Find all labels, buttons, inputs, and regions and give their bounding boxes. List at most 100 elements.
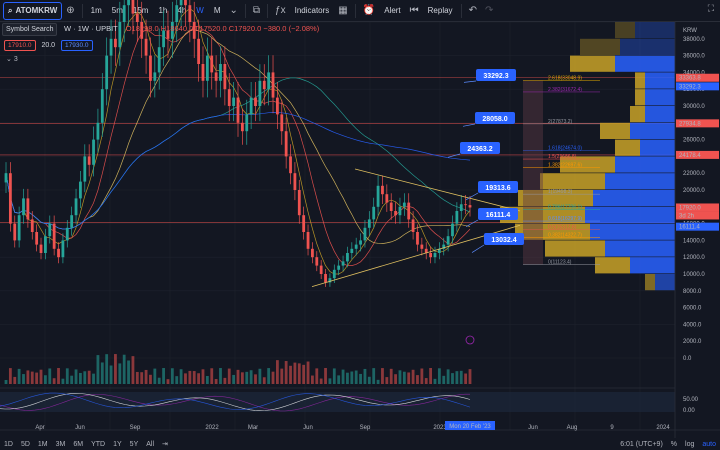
fib-label: 2.618(33048.9): [548, 75, 582, 81]
candle-body: [363, 227, 367, 241]
volume-bar: [337, 375, 341, 384]
volume-bar: [153, 368, 157, 384]
price-tag: [676, 73, 719, 82]
alert-icon[interactable]: ⏰: [362, 5, 376, 16]
candle-body: [420, 244, 424, 249]
range-5d[interactable]: 5D: [20, 440, 30, 448]
range-6m[interactable]: 6M: [73, 440, 84, 448]
price-tick: 14000.0: [683, 238, 705, 244]
indicators-icon[interactable]: ƒx: [275, 5, 286, 16]
volume-profile-row: [595, 257, 630, 274]
indicators-button[interactable]: Indicators: [294, 6, 330, 15]
chevron-down-icon: ⌄: [6, 56, 12, 63]
redo-icon[interactable]: ↷: [484, 5, 494, 16]
bars-style-icon[interactable]: ⧉: [252, 5, 261, 16]
replay-button[interactable]: Replay: [427, 6, 453, 15]
range-5y[interactable]: 5Y: [129, 440, 139, 448]
goto-date-icon[interactable]: ⇥: [162, 441, 168, 448]
buy-price-chip[interactable]: 17930.0: [61, 40, 93, 51]
tf-m[interactable]: M: [213, 6, 221, 15]
range-3m[interactable]: 3M: [55, 440, 66, 448]
alert-button[interactable]: Alert: [384, 6, 401, 15]
tf-4h[interactable]: 4h: [177, 6, 187, 15]
indicator-count: 3: [13, 56, 18, 63]
replay-icon[interactable]: ⏮: [409, 5, 419, 16]
volume-bar: [350, 371, 354, 384]
callout-leader: [465, 219, 479, 227]
volume-bar: [74, 369, 78, 384]
volume-profile-row: [635, 72, 645, 89]
indicators-toggle[interactable]: ⌄ 3: [6, 55, 18, 63]
templates-icon[interactable]: ▦: [338, 5, 348, 16]
range-1y[interactable]: 1Y: [113, 440, 122, 448]
right-toolbar: ⛶: [708, 3, 714, 14]
candle-body: [407, 202, 411, 220]
tf-5m[interactable]: 5m: [111, 6, 123, 15]
price-unit: KRW: [683, 28, 697, 34]
sell-price-chip[interactable]: 17910.0: [4, 40, 36, 51]
volume-bar: [459, 370, 463, 384]
undo-icon[interactable]: ↶: [468, 5, 477, 16]
price-callouts: 33292.3 28058.0 24363.2 19313.6 16111.4 13032…: [447, 69, 524, 345]
price-tag-text: 24178.4: [679, 153, 701, 159]
chevron-down-icon[interactable]: ⌄: [229, 5, 238, 16]
volume-bar: [254, 374, 257, 384]
candle-body: [359, 240, 362, 245]
fullscreen-icon[interactable]: ⛶: [707, 3, 714, 13]
volume-profile-row: [635, 22, 675, 39]
range-1m[interactable]: 1M: [37, 440, 48, 448]
candle-body: [149, 55, 152, 81]
candle-body: [153, 72, 157, 81]
divider: [81, 3, 83, 18]
time-tick: 2024: [656, 425, 670, 431]
callout-leader: [447, 153, 461, 158]
volume-bar: [166, 379, 170, 384]
candle-body: [52, 223, 56, 249]
volume-bar: [92, 373, 95, 384]
candle-body: [118, 22, 122, 48]
price-tag: [676, 211, 719, 220]
candle-body: [376, 185, 380, 207]
add-symbol-icon[interactable]: ⊕: [66, 5, 75, 16]
volume-bar: [210, 368, 214, 384]
range-all[interactable]: All: [146, 440, 155, 448]
price-tag-text: 33292.3: [679, 84, 701, 90]
price-callout: 33292.3: [463, 69, 516, 83]
price-tick: 30000.0: [683, 104, 705, 110]
tf-1m[interactable]: 1m: [90, 6, 102, 15]
price-tag-text: 16111.4: [679, 225, 700, 231]
log-toggle[interactable]: log: [685, 440, 695, 448]
range-1d[interactable]: 1D: [4, 440, 13, 448]
volume-bar: [315, 368, 319, 384]
volume-profile-row: [590, 223, 675, 240]
volume-bar: [258, 368, 262, 384]
price-tick: 38000.0: [683, 37, 705, 43]
percent-toggle[interactable]: %: [670, 440, 678, 448]
tf-1h[interactable]: 1h: [158, 6, 168, 15]
volume-bar: [157, 377, 161, 384]
volume-bar: [363, 368, 367, 384]
candle-body: [22, 198, 25, 216]
price-tick: 26000.0: [683, 138, 705, 144]
candle-body: [135, 13, 139, 22]
candle-body: [48, 223, 52, 237]
candle-body: [429, 253, 433, 258]
price-tag: [676, 222, 719, 231]
volume-profile-row: [580, 38, 620, 55]
osc-tick: 50.00: [683, 397, 699, 403]
fib-label: 1(19498.3): [548, 189, 573, 195]
price-tag-text: 3d 2h: [679, 213, 694, 219]
auto-toggle[interactable]: auto: [702, 440, 716, 448]
price-tag-text: 17920.0: [679, 205, 701, 211]
callout-text: 16111.4: [486, 212, 511, 219]
candle-body: [61, 240, 65, 258]
volume-profile-row: [515, 223, 590, 240]
tf-w[interactable]: W: [196, 6, 204, 15]
range-ytd[interactable]: YTD: [91, 440, 106, 448]
candle-body: [328, 278, 332, 283]
symbol-search-button[interactable]: ⌕ ATOMKRW: [3, 1, 63, 20]
tf-15m[interactable]: 15m: [132, 6, 149, 15]
volume-profile-row: [630, 257, 675, 274]
price-tick: 0.0: [683, 356, 692, 362]
